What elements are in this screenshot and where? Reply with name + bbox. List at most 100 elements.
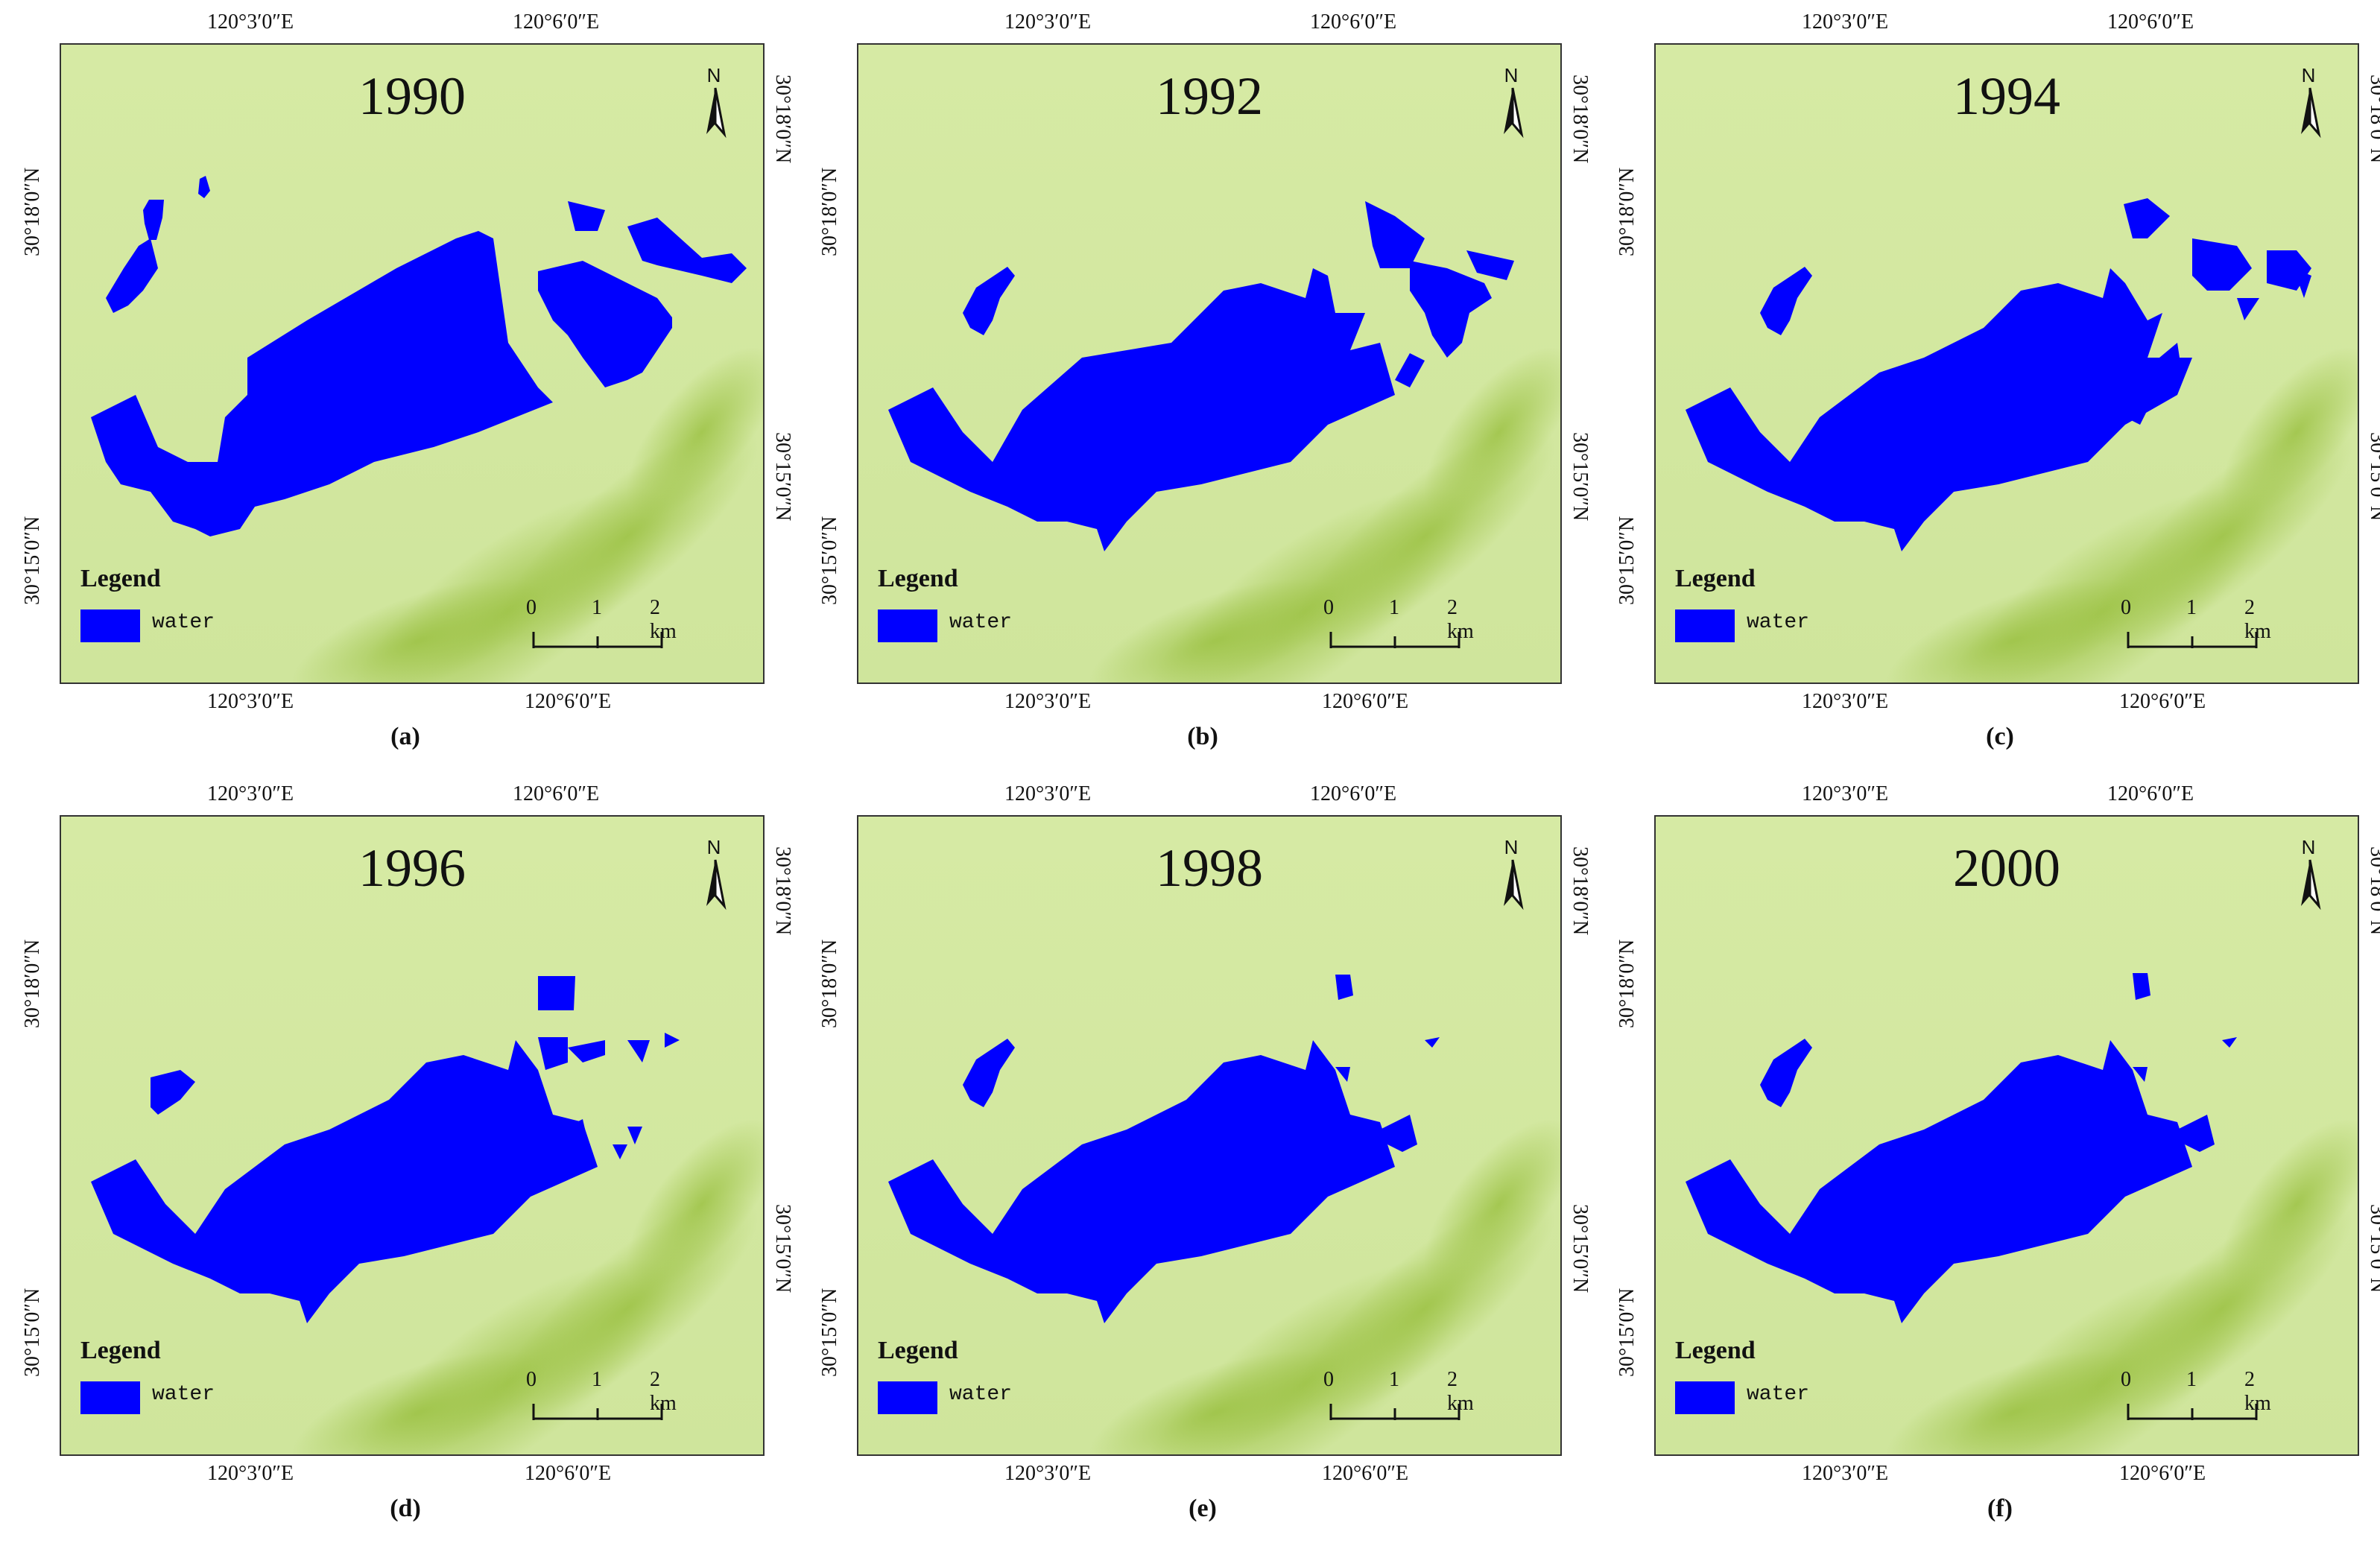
water-patch-5 bbox=[627, 218, 747, 283]
water-patch-6 bbox=[538, 261, 672, 387]
mountain-terrain bbox=[1886, 1119, 2358, 1454]
scale-tick-0: 0 bbox=[1323, 596, 1334, 619]
water-patch-3 bbox=[1410, 261, 1492, 358]
panel-caption: (e) bbox=[1189, 1495, 1217, 1522]
top-longitude-label-2: 120°6′0″E bbox=[513, 10, 600, 34]
water-patch-4 bbox=[568, 1040, 605, 1062]
water-patch-1 bbox=[963, 267, 1015, 335]
top-longitude-label-2: 120°6′0″E bbox=[1310, 782, 1397, 805]
map-frame: 1992 N Legend water 0 1 2 km bbox=[857, 43, 1562, 684]
bottom-longitude-label-2: 120°6′0″E bbox=[525, 690, 612, 713]
map-svg bbox=[61, 45, 763, 683]
water-patch-4 bbox=[1425, 1037, 1440, 1048]
legend-title: Legend bbox=[80, 1337, 161, 1364]
water-bodies bbox=[888, 975, 1440, 1323]
year-title: 1996 bbox=[358, 838, 466, 898]
scale-tick-1: 1 bbox=[1389, 1368, 1399, 1391]
water-patch-7 bbox=[568, 1119, 590, 1152]
panel-caption: (b) bbox=[1187, 723, 1218, 750]
water-patch-9 bbox=[627, 1127, 642, 1144]
north-label: N bbox=[706, 836, 721, 858]
bottom-longitude-label-2: 120°6′0″E bbox=[2119, 690, 2206, 713]
scale-tick-2: 2 km bbox=[1447, 596, 1474, 643]
left-latitude-label-1: 30°18′0″N bbox=[1615, 939, 1639, 1028]
scale-line bbox=[532, 1404, 663, 1420]
water-patch-5 bbox=[1395, 353, 1425, 387]
terrain-ridge-3 bbox=[1423, 1119, 1560, 1289]
bottom-longitude-label-2: 120°6′0″E bbox=[2119, 1462, 2206, 1485]
map-panel-1992: 120°3′0″E 120°6′0″E 30°18′0″N 30°15′0″N … bbox=[815, 0, 1592, 767]
legend-water-label: water bbox=[1747, 611, 1810, 634]
legend-title: Legend bbox=[1675, 1337, 1756, 1364]
left-latitude-label-2: 30°15′0″N bbox=[818, 1288, 841, 1377]
scale-line bbox=[1329, 632, 1460, 648]
terrain-ridge-4 bbox=[291, 1350, 546, 1454]
mountain-terrain bbox=[1886, 347, 2358, 683]
scale-tick-2: 2 km bbox=[2244, 1368, 2271, 1415]
main-lake-water bbox=[91, 231, 553, 536]
legend-water-swatch bbox=[1675, 1381, 1735, 1414]
map-svg bbox=[1656, 45, 2358, 683]
water-patch-6 bbox=[2125, 402, 2148, 425]
year-title: 2000 bbox=[1953, 838, 2060, 898]
right-latitude-label-1: 30°18′0″N bbox=[2366, 75, 2380, 164]
water-patch-5 bbox=[2177, 1115, 2215, 1152]
water-bodies bbox=[91, 176, 747, 536]
scale-line bbox=[2127, 632, 2258, 648]
terrain-ridge-4 bbox=[1886, 578, 2141, 683]
mountain-terrain bbox=[1089, 347, 1560, 683]
right-latitude-label-2: 30°15′0″N bbox=[2366, 1204, 2380, 1293]
water-patch-3 bbox=[2133, 1067, 2148, 1082]
map-panel-1994: 120°3′0″E 120°6′0″E 30°18′0″N 30°15′0″N … bbox=[1612, 0, 2380, 767]
top-longitude-label-2: 120°6′0″E bbox=[2107, 782, 2194, 805]
mountain-terrain bbox=[291, 1119, 763, 1454]
water-patch-4 bbox=[568, 201, 605, 231]
scale-tick-2: 2 km bbox=[2244, 596, 2271, 643]
main-lake-water bbox=[888, 1040, 1395, 1323]
legend-title: Legend bbox=[878, 1337, 958, 1364]
scale-tick-2: 2 km bbox=[650, 1368, 677, 1415]
left-latitude-label-2: 30°15′0″N bbox=[21, 1288, 44, 1377]
top-longitude-label-2: 120°6′0″E bbox=[2107, 10, 2194, 34]
north-arrow-icon bbox=[1504, 87, 1524, 139]
right-latitude-label-2: 30°15′0″N bbox=[771, 432, 794, 522]
map-panel-1996: 120°3′0″E 120°6′0″E 30°18′0″N 30°15′0″N … bbox=[18, 772, 794, 1539]
terrain-ridge-4 bbox=[291, 578, 546, 683]
panel-caption: (d) bbox=[390, 1495, 421, 1522]
scale-line bbox=[1329, 1404, 1460, 1420]
bottom-longitude-label-1: 120°3′0″E bbox=[1802, 690, 1889, 713]
water-patch-6 bbox=[2133, 1152, 2148, 1174]
legend-water-label: water bbox=[152, 611, 215, 634]
right-latitude-label-2: 30°15′0″N bbox=[1569, 432, 1592, 522]
left-latitude-label-2: 30°15′0″N bbox=[1615, 516, 1639, 605]
water-bodies bbox=[1686, 198, 2311, 551]
water-patch-5 bbox=[1380, 1115, 1417, 1152]
legend-water-label: water bbox=[152, 1383, 215, 1406]
water-patch-3 bbox=[538, 1037, 568, 1070]
right-latitude-label-1: 30°18′0″N bbox=[1569, 75, 1592, 164]
water-patch-1 bbox=[151, 1070, 195, 1115]
left-latitude-label-2: 30°15′0″N bbox=[1615, 1288, 1639, 1377]
bottom-longitude-label-1: 120°3′0″E bbox=[1004, 1462, 1092, 1485]
map-frame: 1990 N Legend water 0 1 2 km bbox=[60, 43, 765, 684]
terrain-ridge-3 bbox=[626, 347, 763, 517]
bottom-longitude-label-1: 120°3′0″E bbox=[207, 690, 294, 713]
terrain-ridge-3 bbox=[2221, 1119, 2358, 1289]
water-patch-2 bbox=[2124, 198, 2170, 238]
scale-tick-2: 2 km bbox=[1447, 1368, 1474, 1415]
map-frame: 2000 N Legend water 0 1 2 km bbox=[1654, 815, 2359, 1456]
water-patch-4 bbox=[2222, 1037, 2237, 1048]
right-latitude-label-1: 30°18′0″N bbox=[2366, 846, 2380, 936]
left-latitude-label-1: 30°18′0″N bbox=[818, 939, 841, 1028]
map-frame: 1996 N Legend water 0 1 2 km bbox=[60, 815, 765, 1456]
scale-line bbox=[532, 632, 663, 648]
scale-bar: 0 1 2 km bbox=[526, 1368, 677, 1428]
map-frame: 1998 N Legend water 0 1 2 km bbox=[857, 815, 1562, 1456]
top-longitude-label-1: 120°3′0″E bbox=[1004, 782, 1092, 805]
top-longitude-label-1: 120°3′0″E bbox=[207, 782, 294, 805]
legend-water-swatch bbox=[80, 1381, 140, 1414]
main-lake-water bbox=[1686, 1040, 2192, 1323]
scale-tick-1: 1 bbox=[592, 1368, 602, 1391]
scale-bar: 0 1 2 km bbox=[526, 596, 677, 656]
right-latitude-label-2: 30°15′0″N bbox=[771, 1204, 794, 1293]
